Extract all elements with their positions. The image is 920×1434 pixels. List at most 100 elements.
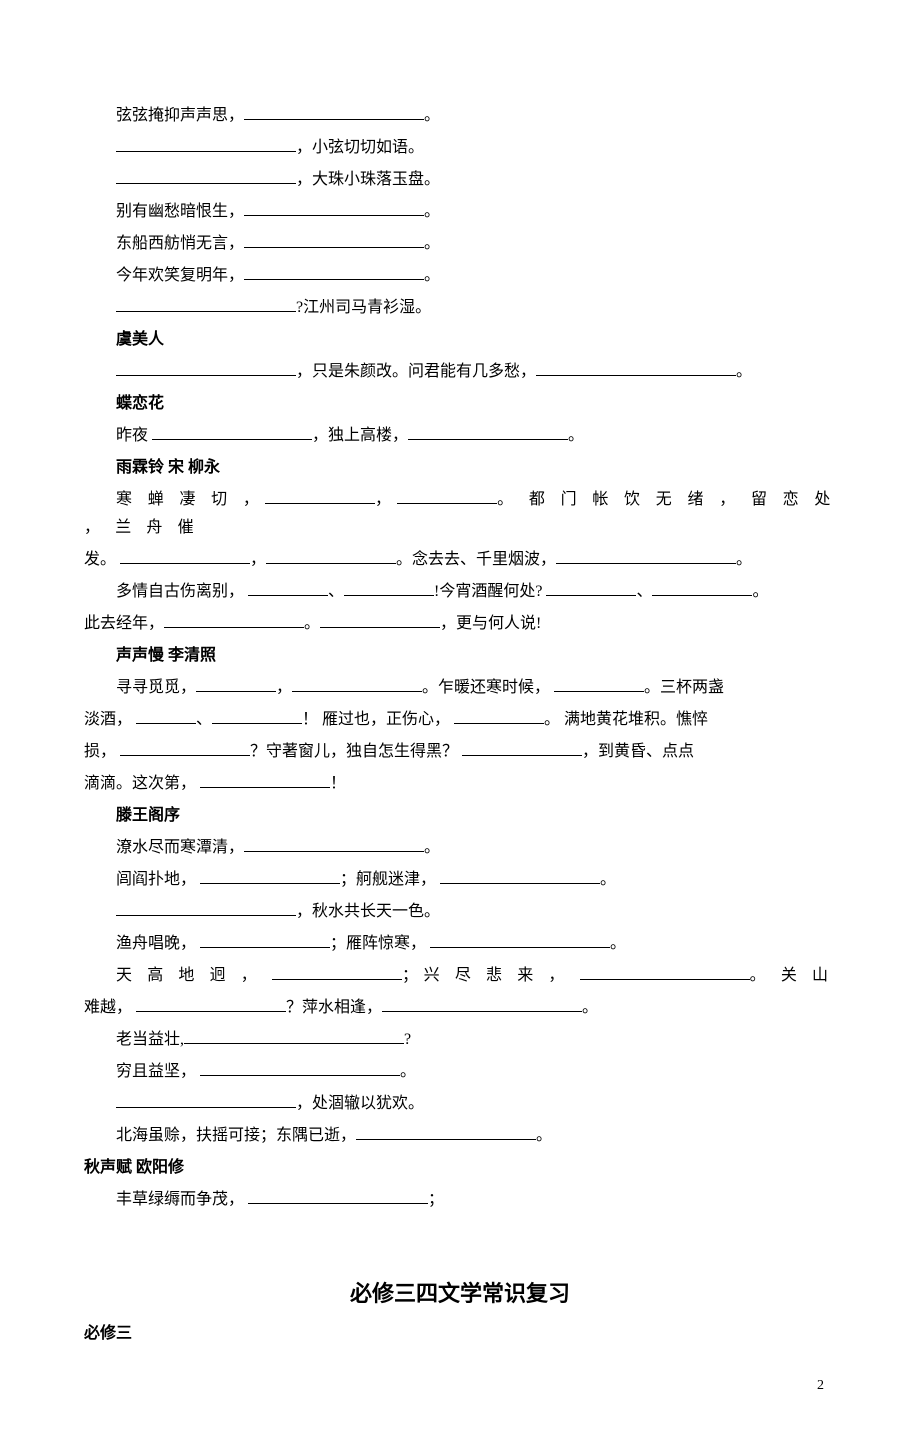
- text-run: 弦弦掩抑声声思，: [116, 107, 244, 124]
- text-line: 渔舟唱晚， ；雁阵惊寒， 。: [84, 928, 836, 960]
- fill-blank: [200, 771, 330, 788]
- text-run: 。: [736, 363, 752, 380]
- text-run: 渔舟唱晚，: [116, 935, 200, 952]
- text-run: ；雁阵惊寒，: [330, 935, 430, 952]
- poem-title: 秋声赋 欧阳修: [84, 1159, 184, 1176]
- text-run: 寻寻觅觅，: [116, 679, 196, 696]
- text-line: 秋声赋 欧阳修: [84, 1152, 836, 1184]
- text-line: ，小弦切切如语。: [84, 132, 836, 164]
- fill-blank: [320, 611, 440, 628]
- poem-title: 雨霖铃 宋 柳永: [116, 459, 220, 476]
- text-line: ，处涸辙以犹欢。: [84, 1088, 836, 1120]
- fill-blank: [244, 231, 424, 248]
- fill-blank: [430, 931, 610, 948]
- text-run: 滴滴。这次第，: [84, 775, 200, 792]
- text-line: 淡酒， 、！ 雁过也，正伤心， 。 满地黄花堆积。憔悴: [84, 704, 836, 736]
- fill-blank: [248, 1187, 428, 1204]
- poem-title: 声声慢 李清照: [116, 647, 216, 664]
- text-run: 今年欢笑复明年，: [116, 267, 244, 284]
- text-run: ，: [250, 551, 266, 568]
- text-run: 。: [424, 203, 440, 220]
- text-run: 难越，: [84, 999, 136, 1016]
- fill-blank: [292, 675, 422, 692]
- text-run: 穷且益坚，: [116, 1063, 200, 1080]
- text-run: 。乍暖还寒时候，: [422, 679, 554, 696]
- text-run: ？守著窗儿，独自怎生得黑？: [250, 743, 462, 760]
- poem-title: 蝶恋花: [116, 395, 164, 412]
- fill-blank: [580, 963, 750, 980]
- text-run: 寒 蝉 凄 切 ，: [116, 491, 265, 508]
- text-line: 多情自古伤离别， 、!今宵酒醒何处? 、。: [84, 576, 836, 608]
- fill-blank: [152, 423, 312, 440]
- fill-blank: [164, 611, 304, 628]
- fill-blank: [116, 1091, 296, 1108]
- text-line: 虞美人: [84, 324, 836, 356]
- text-run: ，独上高楼，: [312, 427, 408, 444]
- text-run: ，: [276, 679, 292, 696]
- text-run: 。: [304, 615, 320, 632]
- text-line: 潦水尽而寒潭清， 。: [84, 832, 836, 864]
- fill-blank: [265, 487, 375, 504]
- fill-blank: [462, 739, 582, 756]
- text-run: 。: [424, 107, 440, 124]
- text-run: 别有幽愁暗恨生，: [116, 203, 244, 220]
- text-run: 丰草绿缛而争茂，: [116, 1191, 248, 1208]
- text-run: 。念去去、千里烟波，: [396, 551, 556, 568]
- fill-blank: [116, 359, 296, 376]
- text-run: 。: [568, 427, 584, 444]
- page-number: 2: [84, 1378, 836, 1394]
- poem-title: 滕王阁序: [116, 807, 180, 824]
- text-line: 天 高 地 迥 ， ；兴 尽 悲 来 ， 。 关 山: [84, 960, 836, 992]
- text-run: 损，: [84, 743, 120, 760]
- text-run: 、: [196, 711, 212, 728]
- text-run: 。: [752, 583, 768, 600]
- fill-blank: [120, 739, 250, 756]
- fill-blank: [266, 547, 396, 564]
- text-line: 东船西舫悄无言，。: [84, 228, 836, 260]
- text-run: 淡酒，: [84, 711, 136, 728]
- fill-blank: [212, 707, 302, 724]
- document-page: 弦弦掩抑声声思，。，小弦切切如语。，大珠小珠落玉盘。别有幽愁暗恨生，。东船西舫悄…: [0, 0, 920, 1434]
- text-run: 。: [424, 839, 440, 856]
- fill-blank: [244, 835, 424, 852]
- fill-blank: [244, 263, 424, 280]
- text-run: ；兴 尽 悲 来 ，: [402, 967, 580, 984]
- text-run: 多情自古伤离别，: [116, 583, 248, 600]
- text-run: 。: [536, 1127, 552, 1144]
- fill-blank: [536, 359, 736, 376]
- text-run: 。: [582, 999, 598, 1016]
- text-line: 老当益壮,?: [84, 1024, 836, 1056]
- fill-blank: [116, 135, 296, 152]
- text-line: 今年欢笑复明年， 。: [84, 260, 836, 292]
- fill-blank: [244, 103, 424, 120]
- text-line: 发。 ，。念去去、千里烟波，。: [84, 544, 836, 576]
- fill-blank: [382, 995, 582, 1012]
- fill-blank: [200, 867, 340, 884]
- text-run: 昨夜: [116, 427, 152, 444]
- text-run: ；: [428, 1191, 444, 1208]
- fill-blank: [356, 1123, 536, 1140]
- text-run: ，处涸辙以犹欢。: [296, 1095, 424, 1112]
- fill-blank: [546, 579, 636, 596]
- fill-blank: [200, 1059, 400, 1076]
- text-line: 丰草绿缛而争茂， ；: [84, 1184, 836, 1216]
- text-run: 。: [424, 267, 440, 284]
- text-line: ?江州司马青衫湿。: [84, 292, 836, 324]
- text-run: 此去经年，: [84, 615, 164, 632]
- poem-title: 虞美人: [116, 331, 164, 348]
- text-run: ?: [404, 1031, 411, 1048]
- fill-blank: [136, 995, 286, 1012]
- fill-blank: [136, 707, 196, 724]
- text-run: 潦水尽而寒潭清，: [116, 839, 244, 856]
- text-run: ，只是朱颜改。问君能有几多愁，: [296, 363, 536, 380]
- text-run: ，到黄昏、点点: [582, 743, 694, 760]
- fill-blank: [408, 423, 568, 440]
- text-run: 。: [736, 551, 752, 568]
- text-line: 难越， ？萍水相逢，。: [84, 992, 836, 1024]
- text-run: !今宵酒醒何处?: [434, 583, 546, 600]
- text-run: ，秋水共长天一色。: [296, 903, 440, 920]
- fill-blank: [397, 487, 497, 504]
- text-run: ，大珠小珠落玉盘。: [296, 171, 440, 188]
- text-line: 寒 蝉 凄 切 ，，。 都 门 帐 饮 无 绪 ， 留 恋 处 ， 兰 舟 催: [84, 484, 836, 544]
- text-run: ，: [375, 491, 397, 508]
